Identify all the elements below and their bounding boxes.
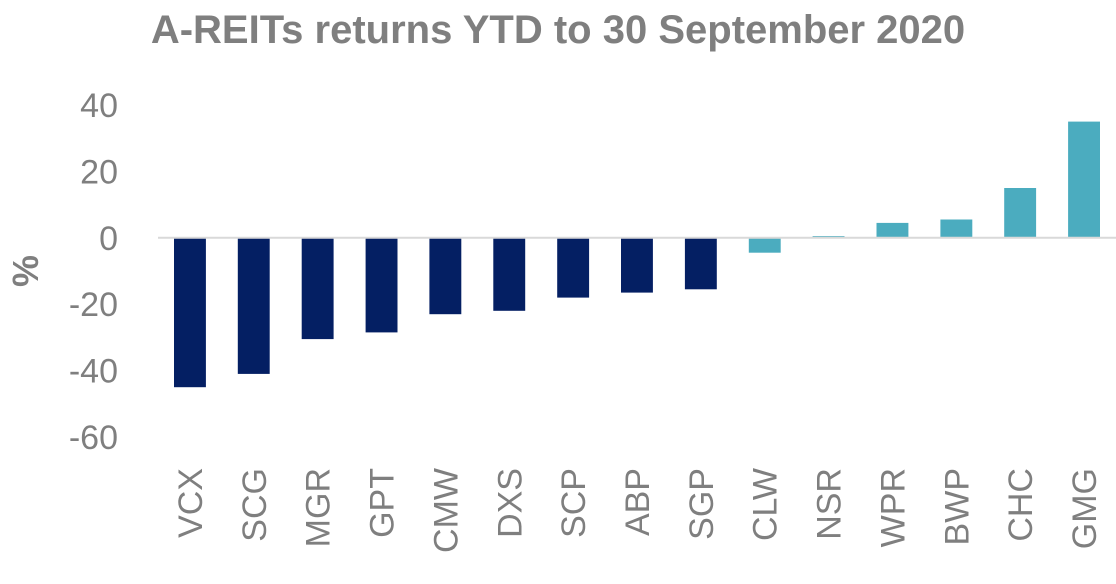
x-tick-label: VCX bbox=[172, 468, 210, 538]
y-tick-label: -40 bbox=[69, 353, 118, 391]
y-tick-label: -20 bbox=[69, 286, 118, 324]
y-tick-label: 20 bbox=[80, 153, 118, 191]
x-ticks-group: VCX SCG MGR GPT CMW DXS SCP ABP SGP CLW NSR WPR BWP C… bbox=[172, 468, 1104, 553]
x-tick-label: SCG bbox=[236, 468, 274, 542]
bar-cmw bbox=[429, 237, 462, 315]
x-tick-label: ABP bbox=[619, 468, 657, 536]
bar-gpt bbox=[365, 237, 398, 333]
x-tick-label: MGR bbox=[300, 468, 338, 547]
bar-bwp bbox=[940, 219, 973, 238]
bar-abp bbox=[621, 237, 653, 293]
y-tick-label: -60 bbox=[69, 419, 118, 457]
x-tick-label: CHC bbox=[1002, 468, 1040, 542]
x-tick-label: CMW bbox=[427, 468, 465, 553]
x-tick-label: DXS bbox=[491, 468, 529, 538]
bar-scp bbox=[557, 237, 590, 298]
y-ticks-group: 40 20 0 -20 -40 -60 bbox=[69, 87, 118, 457]
x-tick-label: GMG bbox=[1066, 468, 1104, 549]
x-tick-label: SCP bbox=[555, 468, 593, 538]
x-tick-label: GPT bbox=[364, 468, 402, 538]
x-tick-label: NSR bbox=[811, 468, 849, 540]
y-axis-label: % bbox=[5, 255, 46, 287]
bar-wpr bbox=[876, 222, 909, 238]
bar-clw bbox=[748, 237, 781, 253]
bar-chc bbox=[1004, 188, 1037, 238]
x-tick-label: WPR bbox=[875, 468, 913, 547]
x-tick-label: SGP bbox=[683, 468, 721, 540]
y-tick-label: 40 bbox=[80, 87, 118, 125]
x-tick-label: CLW bbox=[747, 468, 785, 541]
chart-title: A-REITs returns YTD to 30 September 2020 bbox=[150, 8, 966, 52]
x-tick-label: BWP bbox=[938, 468, 976, 545]
bar-mgr bbox=[301, 237, 334, 340]
bar-vcx bbox=[174, 237, 206, 388]
bars-group bbox=[174, 121, 1100, 388]
bar-sgp bbox=[684, 237, 717, 290]
bar-gmg bbox=[1068, 121, 1100, 238]
y-tick-label: 0 bbox=[99, 220, 118, 258]
bar-dxs bbox=[493, 237, 526, 311]
bar-scg bbox=[237, 237, 270, 374]
